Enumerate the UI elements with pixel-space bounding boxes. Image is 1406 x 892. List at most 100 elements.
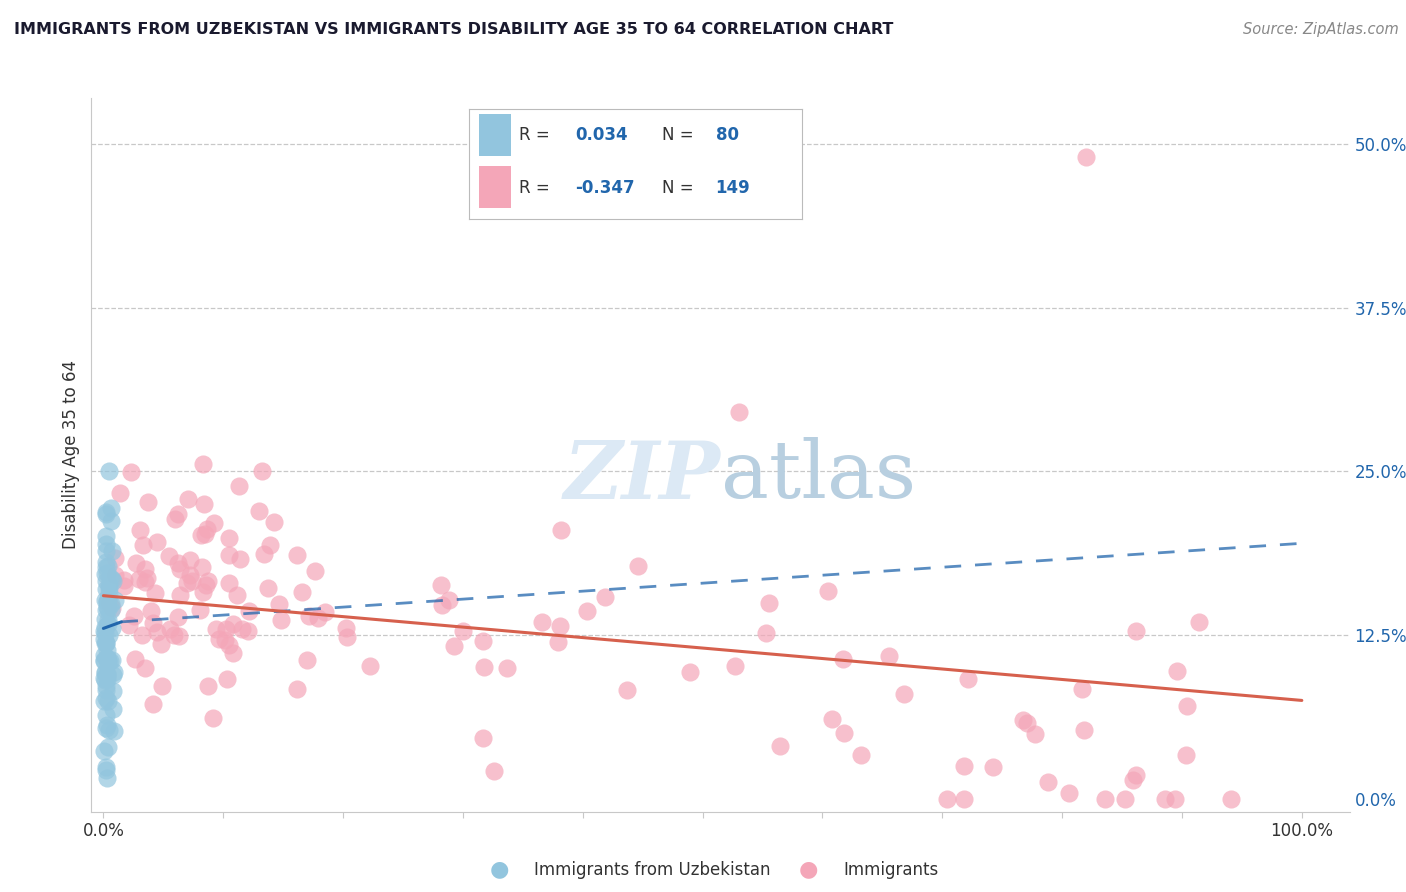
Point — [472, 633, 495, 648]
Point — [236, 624, 259, 639]
Point — [201, 711, 224, 725]
Point — [218, 531, 240, 545]
Point — [1122, 773, 1144, 788]
Point — [1175, 747, 1198, 762]
Point — [101, 683, 124, 698]
Point — [94, 537, 117, 551]
Point — [94, 665, 117, 680]
Point — [1015, 715, 1038, 730]
Point — [100, 603, 122, 617]
Point — [112, 573, 135, 587]
Point — [190, 528, 212, 542]
Point — [530, 615, 553, 629]
Point — [136, 495, 159, 509]
Point — [159, 622, 181, 636]
Point — [472, 660, 495, 674]
Point — [101, 572, 124, 586]
Point — [131, 628, 153, 642]
Point — [146, 535, 169, 549]
Point — [103, 665, 125, 679]
Point — [291, 585, 314, 599]
Point — [98, 581, 121, 595]
Point — [1057, 787, 1080, 801]
Point — [94, 567, 117, 582]
Point — [166, 610, 188, 624]
Point — [103, 667, 125, 681]
Point — [179, 568, 201, 582]
Point — [98, 578, 121, 592]
Point — [97, 653, 120, 667]
Point — [96, 718, 118, 732]
Point — [222, 616, 245, 631]
Point — [191, 585, 214, 599]
Point — [94, 682, 117, 697]
Point — [93, 671, 115, 685]
Point — [149, 637, 172, 651]
Point — [101, 543, 124, 558]
Point — [112, 578, 135, 592]
Point — [1125, 624, 1147, 638]
Text: IMMIGRANTS FROM UZBEKISTAN VS IMMIGRANTS DISABILITY AGE 35 TO 64 CORRELATION CHA: IMMIGRANTS FROM UZBEKISTAN VS IMMIGRANTS… — [14, 22, 893, 37]
Y-axis label: Disability Age 35 to 64: Disability Age 35 to 64 — [62, 360, 80, 549]
Point — [120, 465, 142, 479]
Point — [132, 538, 155, 552]
Point — [96, 543, 118, 558]
Point — [208, 632, 231, 647]
Point — [94, 665, 117, 679]
Point — [218, 548, 240, 562]
Point — [93, 654, 115, 668]
Point — [97, 558, 120, 573]
Point — [197, 574, 219, 589]
Point — [101, 702, 124, 716]
Point — [146, 624, 169, 639]
Point — [141, 604, 163, 618]
Point — [96, 582, 118, 596]
Point — [163, 512, 186, 526]
Point — [104, 550, 127, 565]
Point — [1164, 791, 1187, 805]
Text: ZIP: ZIP — [564, 438, 720, 515]
Point — [94, 651, 117, 665]
Point — [834, 726, 856, 740]
Point — [191, 560, 214, 574]
Point — [231, 622, 253, 636]
Point — [307, 610, 329, 624]
Point — [100, 597, 122, 611]
Point — [94, 505, 117, 519]
Point — [98, 654, 121, 668]
Point — [101, 574, 124, 589]
Point — [215, 673, 238, 687]
Point — [100, 601, 122, 615]
Point — [96, 707, 118, 722]
Point — [93, 593, 115, 607]
Point — [893, 687, 915, 701]
Point — [439, 593, 461, 607]
Point — [205, 622, 228, 636]
Point — [96, 560, 118, 574]
Point — [96, 672, 118, 686]
Point — [981, 760, 1004, 774]
Point — [124, 651, 146, 665]
Point — [97, 655, 120, 669]
Point — [443, 639, 465, 653]
Point — [295, 653, 318, 667]
Point — [820, 712, 842, 726]
Point — [755, 625, 778, 640]
Point — [877, 648, 900, 663]
Point — [97, 586, 120, 600]
Point — [935, 791, 957, 805]
Point — [163, 628, 186, 642]
Point — [817, 584, 839, 599]
Point — [218, 575, 240, 590]
Point — [94, 636, 117, 650]
Point — [94, 636, 117, 650]
Point — [1175, 698, 1198, 713]
Point — [1024, 727, 1046, 741]
Point — [166, 556, 188, 570]
Point — [314, 605, 336, 619]
Point — [96, 507, 118, 521]
Point — [94, 679, 117, 693]
Point — [627, 559, 650, 574]
Point — [93, 648, 115, 662]
Point — [93, 744, 115, 758]
